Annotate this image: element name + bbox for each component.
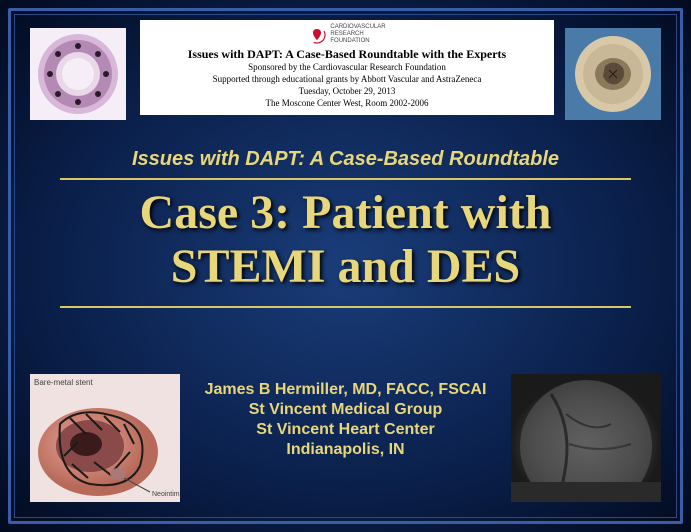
header-box: CARDIOVASCULAR RESEARCH FOUNDATION Issue… [140,20,554,115]
header-title: Issues with DAPT: A Case-Based Roundtabl… [148,47,546,61]
crf-logo-icon [308,26,326,44]
slide-subtitle: Issues with DAPT: A Case-Based Roundtabl… [0,148,691,171]
divider-bottom [60,306,631,308]
crf-logo: CARDIOVASCULAR RESEARCH FOUNDATION [148,24,546,45]
divider-top [60,178,631,180]
header-location: The Moscone Center West, Room 2002-2006 [148,97,546,109]
logo-text-l2: RESEARCH [330,31,385,38]
author-name: James B Hermiller, MD, FACC, FSCAI [0,380,691,400]
author-location: Indianapolis, IN [0,440,691,460]
header-sponsor: Sponsored by the Cardiovascular Research… [148,61,546,73]
crf-logo-text: CARDIOVASCULAR RESEARCH FOUNDATION [330,24,385,45]
histology-image [30,28,126,120]
author-affil2: St Vincent Heart Center [0,420,691,440]
main-title-l2: STEMI and DES [171,240,520,293]
header-date: Tuesday, October 29, 2013 [148,85,546,97]
author-affil1: St Vincent Medical Group [0,400,691,420]
author-block: James B Hermiller, MD, FACC, FSCAI St Vi… [0,380,691,460]
logo-text-l3: FOUNDATION [330,38,385,45]
stent-lumen-image [565,28,661,120]
slide-main-title: Case 3: Patient with STEMI and DES [0,186,691,294]
slide: CARDIOVASCULAR RESEARCH FOUNDATION Issue… [0,0,691,532]
main-title-l1: Case 3: Patient with [140,186,552,239]
svg-text:Neointima: Neointima [152,491,180,498]
logo-text-l1: CARDIOVASCULAR [330,24,385,31]
header-support: Supported through educational grants by … [148,73,546,85]
